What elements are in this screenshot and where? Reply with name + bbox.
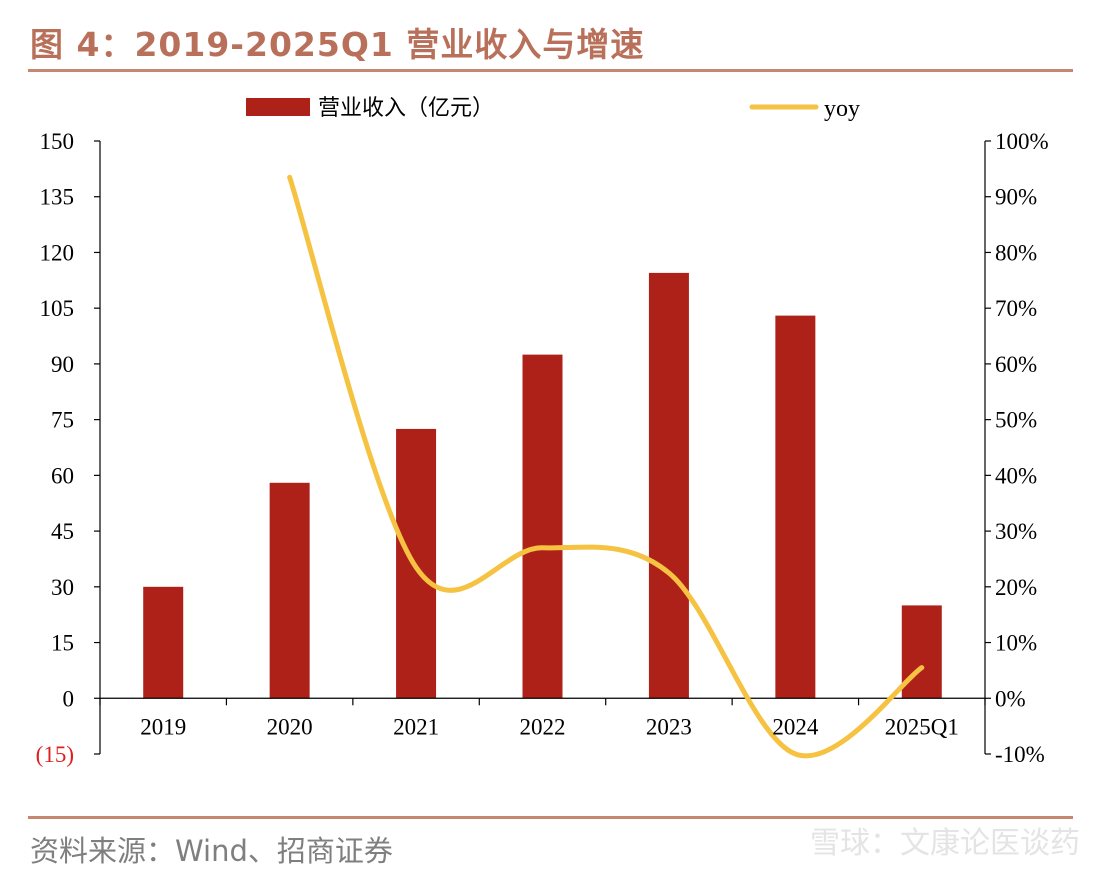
bar-2025Q1 (901, 605, 942, 699)
footer-divider (28, 816, 1073, 819)
x-tick-label: 2021 (393, 714, 439, 739)
right-tick-label: 100% (995, 129, 1049, 154)
x-tick-label: 2019 (140, 714, 186, 739)
right-tick-label: 50% (995, 408, 1037, 433)
axes (94, 140, 991, 755)
source-note: 资料来源：Wind、招商证券 (30, 834, 393, 868)
left-tick-label: 90 (51, 352, 74, 377)
left-tick-label: 15 (51, 631, 74, 656)
left-tick-label: 45 (51, 519, 74, 544)
right-tick-label: 60% (995, 352, 1037, 377)
right-tick-label: 90% (995, 185, 1037, 210)
right-tick-label: 10% (995, 631, 1037, 656)
left-tick-label: 0 (63, 686, 75, 711)
bar-2020 (269, 482, 310, 699)
x-tick-label: 2023 (646, 714, 692, 739)
right-tick-label: -10% (995, 742, 1045, 767)
bar-2023 (648, 272, 689, 699)
chart-title: 图 4：2019-2025Q1 营业收入与增速 (30, 25, 645, 64)
right-tick-label: 20% (995, 575, 1037, 600)
left-tick-label: 150 (40, 129, 75, 154)
left-tick-label: 60 (51, 463, 74, 488)
right-tick-label: 0% (995, 686, 1026, 711)
left-tick-label: 135 (40, 185, 75, 210)
legend-label-yoy: yoy (824, 96, 860, 122)
bar-series (143, 272, 942, 699)
left-tick-label: 105 (40, 296, 75, 321)
legend: 营业收入（亿元） yoy (246, 96, 860, 122)
bar-2019 (143, 586, 184, 699)
yoy-line (287, 174, 925, 759)
x-tick-label: 2022 (520, 714, 566, 739)
line-series (287, 174, 925, 759)
bar-2022 (522, 354, 563, 699)
bar-2024 (775, 315, 816, 699)
x-tick-label: 2020 (267, 714, 313, 739)
right-tick-label: 70% (995, 296, 1037, 321)
watermark: 雪球：文康论医谈药 (810, 826, 1080, 861)
left-tick-label: 75 (51, 408, 74, 433)
right-tick-label: 40% (995, 463, 1037, 488)
right-tick-label: 80% (995, 240, 1037, 265)
x-tick-label: 2024 (772, 714, 819, 739)
left-tick-label: 30 (51, 575, 74, 600)
title-divider (28, 69, 1073, 72)
right-tick-label: 30% (995, 519, 1037, 544)
x-tick-label: 2025Q1 (885, 714, 959, 739)
tick-labels: 1501351201059075604530150(15)100%90%80%7… (36, 129, 1049, 767)
legend-swatch-revenue (246, 98, 310, 116)
left-tick-label: (15) (36, 742, 74, 767)
left-tick-label: 120 (40, 240, 75, 265)
legend-label-revenue: 营业收入（亿元） (318, 96, 494, 121)
